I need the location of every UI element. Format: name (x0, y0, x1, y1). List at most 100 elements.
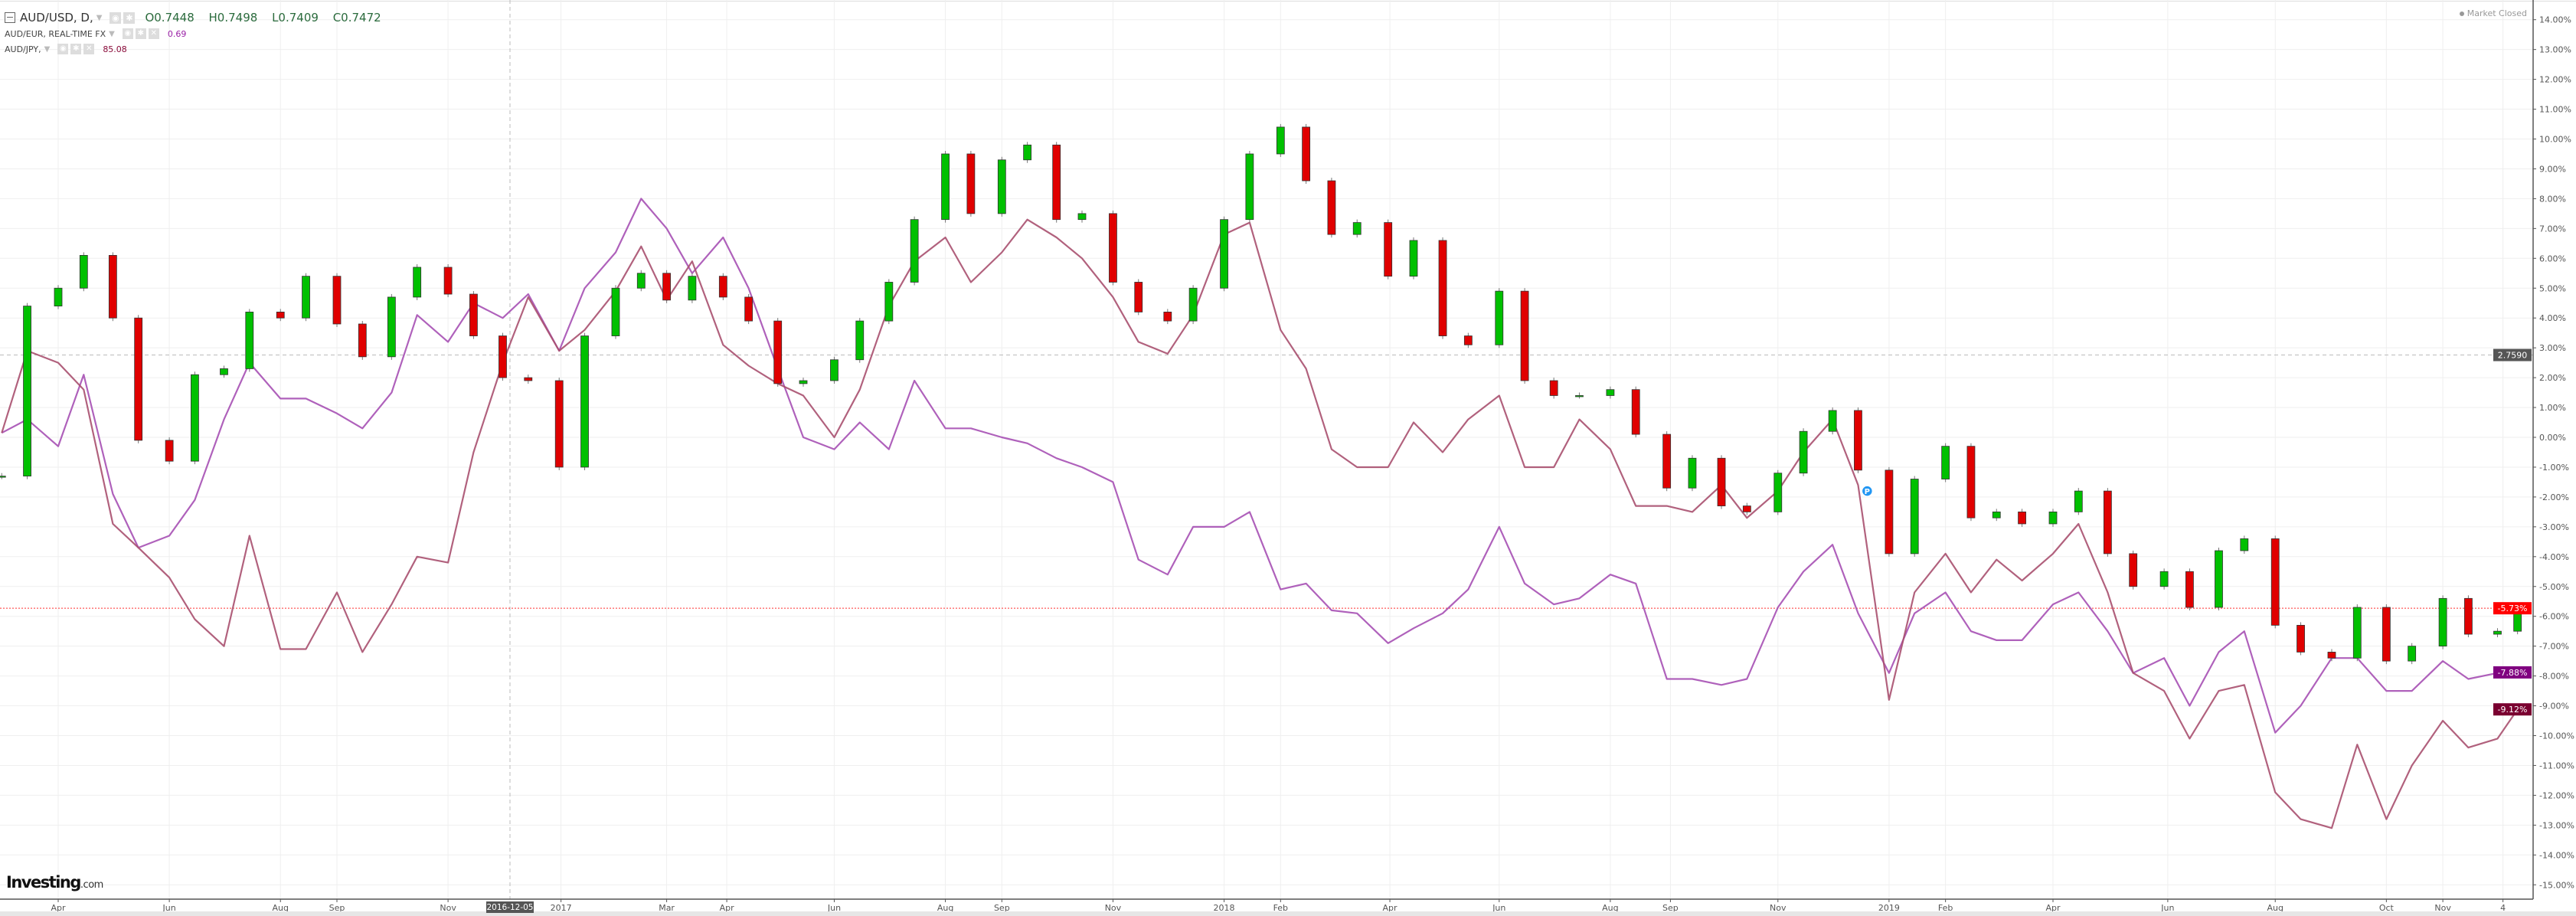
candle (2270, 538, 2280, 626)
chevron-down-icon[interactable]: ▼ (96, 13, 103, 22)
candle (1077, 213, 1087, 221)
eye-icon[interactable]: ◉ (110, 11, 122, 24)
y-tick-label: -8.00% (2539, 672, 2569, 682)
y-tick-label: -5.00% (2539, 582, 2569, 592)
bottom-strip (0, 911, 2576, 916)
candle (54, 287, 63, 307)
x-tick-label: Jun (2160, 903, 2174, 913)
high-value: H0.7498 (208, 11, 258, 25)
chevron-down-icon[interactable]: ▼ (109, 29, 115, 38)
candle (1717, 457, 1726, 506)
series-line-aud-jpy (1, 218, 2519, 829)
candle (910, 219, 919, 283)
y-tick-label: -4.00% (2539, 552, 2569, 562)
last-value-box (2493, 666, 2532, 679)
event-marker-label: P (1865, 488, 1870, 496)
x-tick-label: Jun (1492, 903, 1505, 913)
candle (2327, 652, 2336, 659)
candle (718, 276, 727, 298)
legend-symbol[interactable]: AUD/EUR, REAL-TIME FX (5, 28, 106, 39)
candle (79, 255, 88, 289)
candle (2438, 597, 2447, 647)
legend-symbol[interactable]: AUD/JPY, (5, 44, 41, 54)
market-status-text: Market Closed (2466, 8, 2527, 18)
candle (1384, 222, 1393, 277)
gear-icon[interactable]: ✱ (135, 28, 146, 39)
candle (134, 317, 143, 441)
candle (1910, 479, 1919, 555)
candle (1854, 410, 1862, 471)
candle (2408, 646, 2417, 662)
candle (855, 320, 865, 361)
candle (332, 276, 342, 325)
low-value: L0.7409 (272, 11, 319, 25)
candle (1520, 290, 1529, 381)
candle (1134, 282, 1143, 312)
logo-brand: Investing (6, 873, 81, 891)
y-tick-label: 14.00% (2539, 15, 2571, 25)
legend-row-aud-jpy: AUD/JPY, ▼ ◉ ✱ ✕ 85.08 (5, 41, 392, 57)
gear-icon[interactable]: ✱ (70, 44, 82, 54)
close-icon[interactable]: ✕ (148, 28, 159, 39)
y-tick-label: -7.00% (2539, 642, 2569, 652)
x-tick-label: Apr (720, 903, 735, 913)
x-tick-label: Mar (659, 903, 675, 913)
candle (2215, 550, 2223, 608)
candle (1773, 473, 1783, 512)
x-tick-label: Oct (2379, 903, 2395, 913)
candle (413, 267, 422, 298)
last-value-label: -5.73% (2498, 604, 2528, 613)
candle (387, 296, 396, 358)
chevron-down-icon[interactable]: ▼ (44, 44, 51, 54)
y-tick-label: -2.00% (2539, 492, 2569, 502)
ohlc-values: O0.7448 H0.7498 L0.7409 C0.7472 (145, 11, 391, 25)
candle (2129, 553, 2138, 587)
candle (1992, 511, 2001, 519)
eye-icon[interactable]: ◉ (122, 28, 133, 39)
candle (1188, 287, 1198, 322)
open-value: O0.7448 (145, 11, 195, 25)
candle (2240, 538, 2249, 551)
candle (1575, 395, 1584, 397)
candle (2493, 630, 2502, 635)
collapse-icon[interactable] (5, 12, 15, 23)
candle (799, 380, 808, 384)
candle (884, 282, 894, 322)
candle (2381, 607, 2391, 662)
candle (165, 440, 174, 462)
candle (0, 476, 6, 478)
candle (997, 159, 1006, 214)
x-tick-label: Aug (272, 903, 288, 913)
candle (1828, 410, 1837, 432)
y-tick-label: -6.00% (2539, 612, 2569, 622)
x-tick-label: Sep (329, 903, 345, 913)
y-tick-label: 2.00% (2539, 373, 2566, 383)
x-tick-label: Aug (2267, 903, 2283, 913)
candle (580, 335, 589, 468)
candle (1352, 222, 1362, 235)
y-tick-label: 9.00% (2539, 164, 2566, 174)
candle (1799, 430, 1808, 474)
x-tick-label: Jun (827, 903, 841, 913)
candle (830, 359, 839, 381)
close-icon[interactable]: ✕ (83, 44, 95, 54)
last-value-box (2493, 703, 2532, 716)
legend-symbol[interactable]: AUD/USD, D, (20, 11, 93, 25)
y-tick-label: 7.00% (2539, 224, 2566, 234)
legend-row-aud-usd: AUD/USD, D, ▼ ◉ ✱ O0.7448 H0.7498 L0.740… (5, 9, 392, 26)
candle (276, 312, 285, 319)
candle (220, 368, 228, 375)
candle (2048, 511, 2058, 525)
event-marker-icon (1861, 485, 1874, 497)
candle (1220, 219, 1228, 289)
x-tick-label: Feb (1938, 903, 1953, 913)
candle (2352, 607, 2362, 659)
candle (1966, 446, 1976, 519)
candle (1163, 312, 1172, 322)
market-status: Market Closed (2459, 8, 2527, 18)
eye-icon[interactable]: ◉ (57, 44, 69, 54)
gear-icon[interactable]: ✱ (123, 11, 136, 24)
x-tick-label: Apr (1383, 903, 1398, 913)
